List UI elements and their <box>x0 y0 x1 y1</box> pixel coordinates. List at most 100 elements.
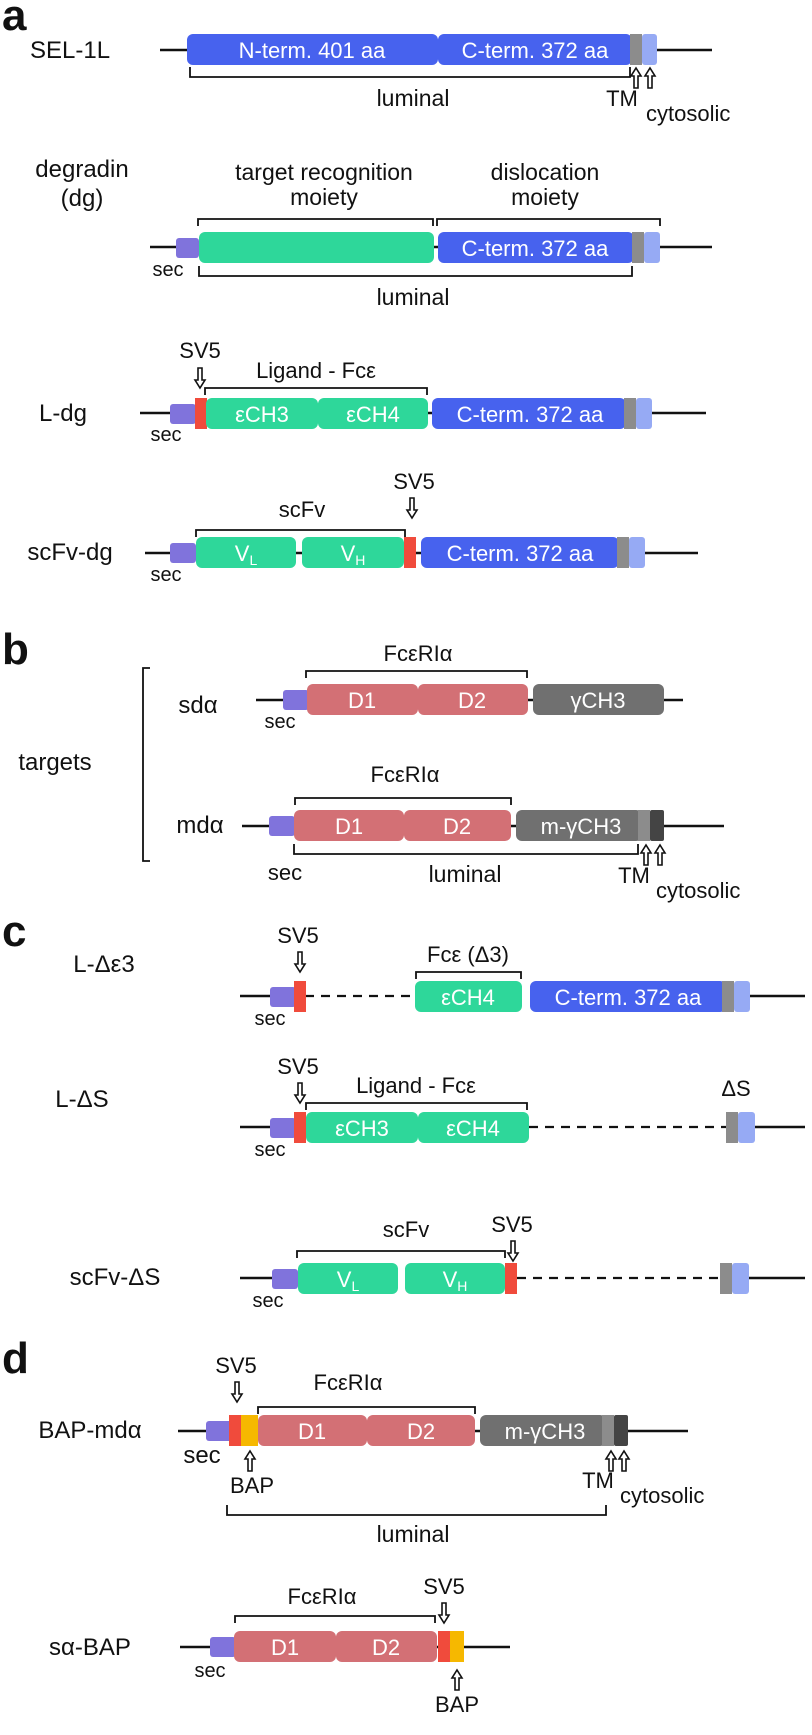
construct-sd-alpha: sdα FcεRIα D1 D2 γCH3 sec <box>178 641 683 733</box>
ldg-ligand-label: Ligand - Fcε <box>256 358 376 383</box>
scfvdg-cterm-block <box>421 537 619 568</box>
panel-a: a SEL-1L N-term. 401 aa C-term. 372 aa l… <box>2 0 730 586</box>
degradin-target-label-line2: moiety <box>290 184 358 210</box>
bapmda-cytosolic-label: cytosolic <box>620 1483 704 1508</box>
scfvds-tm-block <box>720 1263 732 1294</box>
sda-d1-block <box>307 684 418 715</box>
sda-d1-label: D1 <box>348 688 376 713</box>
bapmda-sv5-arrow-icon <box>231 1381 243 1403</box>
sel1l-tm-label: TM <box>606 86 638 111</box>
ldg-name: L-dg <box>39 400 87 427</box>
scfvds-vh-block <box>405 1263 505 1294</box>
sel1l-tm-block <box>630 34 642 65</box>
bapmda-bap-arrow-icon <box>244 1450 256 1472</box>
bapmda-bap-block <box>241 1415 258 1446</box>
bapmda-cytosolic-block <box>614 1415 628 1446</box>
sda-fc-label: FcεRIα <box>384 641 453 666</box>
scfvdg-vh-label: VH <box>341 541 366 568</box>
mda-cytosolic-label: cytosolic <box>656 878 740 903</box>
sel1l-nterm-block <box>187 34 438 65</box>
lds-sv5-block <box>294 1112 306 1143</box>
scfvds-cytosolic-block <box>732 1263 749 1294</box>
scfvdg-scfv-label: scFv <box>279 497 325 522</box>
lds-name: L-ΔS <box>55 1086 108 1113</box>
sda-sec-block <box>283 690 309 710</box>
scfvdg-vh-block <box>302 537 404 568</box>
scfvdg-scfv-bracket <box>195 529 406 537</box>
sel1l-cytosolic-block <box>642 34 657 65</box>
lds-ligand-label: Ligand - Fcε <box>356 1073 476 1098</box>
scfvdg-cytosolic-block <box>629 537 645 568</box>
ldg-sv5-arrow-icon <box>194 367 206 389</box>
bapmda-luminal-bracket <box>226 1505 607 1516</box>
construct-md-alpha: mdα FcεRIα D1 D2 m-γCH3 sec luminal TM c… <box>176 762 740 903</box>
mda-d1-block <box>294 810 404 841</box>
sel1l-cterm-label: C-term. 372 aa <box>462 38 609 63</box>
sel1l-name: SEL-1L <box>30 37 110 64</box>
ldg-sv5-label: SV5 <box>179 338 221 363</box>
construct-sel1l: SEL-1L N-term. 401 aa C-term. 372 aa lum… <box>30 34 730 126</box>
panel-letter-c: c <box>2 907 26 956</box>
scfvds-vl-block <box>298 1263 398 1294</box>
degradin-dislocation-label-line2: moiety <box>511 184 579 210</box>
bapmda-fc-label: FcεRIα <box>314 1370 383 1395</box>
bapmda-sv5-block <box>229 1415 241 1446</box>
sel1l-cytosolic-label: cytosolic <box>646 101 730 126</box>
ldg-cytosolic-block <box>636 398 652 429</box>
bapmda-name: BAP-mdα <box>38 1417 141 1444</box>
degradin-cterm-block <box>438 232 634 263</box>
ldg-ech3-block <box>206 398 318 429</box>
scfvds-sec-label: sec <box>252 1290 283 1312</box>
lde3-sec-block <box>270 987 296 1007</box>
degradin-target-label-line1: target recognition <box>235 159 413 185</box>
lde3-sv5-arrow-icon <box>294 951 306 973</box>
lde3-cterm-label: C-term. 372 aa <box>555 985 702 1010</box>
mda-mgch3-label: m-γCH3 <box>541 814 622 839</box>
degradin-name-line2: (dg) <box>61 185 104 212</box>
lds-sec-block <box>270 1118 296 1138</box>
bapmda-d1-block <box>258 1415 367 1446</box>
mda-d2-label: D2 <box>443 814 471 839</box>
lde3-cterm-block <box>530 981 726 1012</box>
degradin-target-bracket <box>197 218 434 226</box>
bapmda-sv5-label: SV5 <box>215 1353 257 1378</box>
bapmda-luminal-label: luminal <box>377 1521 450 1547</box>
sabap-sv5-arrow-icon <box>438 1602 450 1624</box>
sda-fc-bracket <box>305 670 528 678</box>
construct-degradin: degradin (dg) target recognition moiety … <box>35 156 712 310</box>
lde3-tm-block <box>722 981 734 1012</box>
lde3-ech4-block <box>415 981 522 1012</box>
bapmda-mgch3-block <box>480 1415 606 1446</box>
scfvdg-cterm-label: C-term. 372 aa <box>447 541 594 566</box>
degradin-cterm-label: C-term. 372 aa <box>462 236 609 261</box>
sel1l-tm-arrow-icon <box>630 67 642 89</box>
ldg-cterm-block <box>432 398 626 429</box>
sel1l-nterm-label: N-term. 401 aa <box>239 38 386 63</box>
sda-gch3-label: γCH3 <box>570 688 625 713</box>
sabap-sec-block <box>210 1637 236 1657</box>
lde3-cytosolic-block <box>734 981 750 1012</box>
scfvdg-tm-block <box>617 537 629 568</box>
lds-ech4-block <box>418 1112 529 1143</box>
sda-name: sdα <box>178 692 217 719</box>
mda-tm-block <box>638 810 650 841</box>
construct-scfv-dg: scFv-dg SV5 scFv VL VH C-term. 372 aa se… <box>27 469 698 586</box>
bapmda-d2-block <box>367 1415 475 1446</box>
ldg-sec-block <box>170 404 196 424</box>
construct-l-delta-s: L-ΔS SV5 Ligand - Fcε ΔS εCH3 εCH4 sec <box>55 1054 805 1161</box>
panel-b: b targets sdα FcεRIα D1 D2 γCH3 sec mdα … <box>2 625 740 903</box>
sabap-bap-arrow-icon <box>451 1669 463 1691</box>
bapmda-tm-label: TM <box>582 1468 614 1493</box>
scfvdg-sv5-arrow-icon <box>406 497 418 519</box>
sabap-sv5-label: SV5 <box>423 1574 465 1599</box>
bapmda-mgch3-label: m-γCH3 <box>505 1419 586 1444</box>
sda-gch3-block <box>533 684 664 715</box>
sabap-name: sα-BAP <box>49 1634 131 1661</box>
ldg-sv5-block <box>195 398 207 429</box>
degradin-cytosolic-block <box>644 232 660 263</box>
sabap-sv5-block <box>438 1631 450 1662</box>
lde3-sv5-block <box>294 981 306 1012</box>
sel1l-cytosolic-arrow-icon <box>644 67 656 89</box>
panel-letter-b: b <box>2 625 29 674</box>
